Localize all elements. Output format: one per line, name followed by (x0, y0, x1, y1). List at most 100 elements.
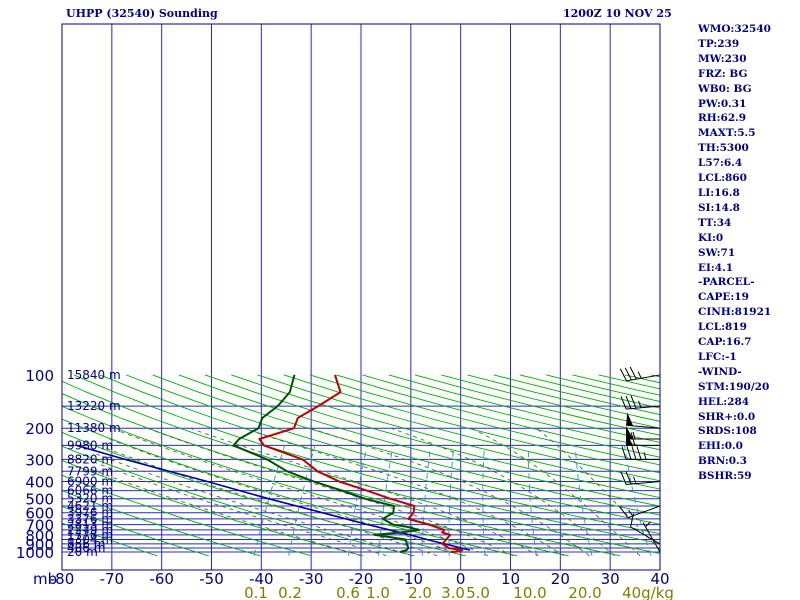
plot-frame (61, 23, 661, 571)
mixing-ratio-line (527, 445, 538, 556)
mixing-ratio-line (348, 445, 368, 556)
dry-adiabat (152, 374, 660, 516)
pressure-tick-label: 700 (25, 517, 54, 535)
moist-adiabat (84, 466, 362, 557)
wind-barb-half-flag (645, 521, 651, 528)
index-item: LCL:819 (698, 321, 747, 334)
wind-barbs (619, 366, 661, 553)
wind-barb-flag (630, 395, 637, 409)
dry-adiabat (362, 374, 660, 451)
temperature-tick-label: -10 (399, 570, 424, 588)
wind-barb-flag (630, 432, 636, 446)
height-label: 6900 m (67, 475, 113, 489)
dry-adiabat (62, 431, 466, 557)
moist-adiabat (471, 427, 641, 557)
height-label: 1778 m (67, 528, 113, 542)
index-item: WB0: BG (698, 82, 752, 95)
dry-adiabat (126, 374, 660, 525)
wind-barb (630, 513, 661, 545)
wind-barb (642, 521, 661, 553)
wind-barb (621, 446, 660, 460)
dry-adiabat (62, 418, 518, 557)
height-label: 13220 m (67, 399, 121, 413)
index-item: -WIND- (698, 365, 742, 378)
wind-barb-half-flag (643, 452, 647, 460)
index-item: BRN:0.3 (698, 455, 747, 468)
temperature-profile (258, 374, 464, 553)
temperature-tick-label: -70 (100, 570, 125, 588)
dry-adiabat (62, 474, 312, 557)
index-item: WMO:32540 (698, 23, 771, 35)
moist-adiabats (84, 427, 660, 557)
height-label: 8820 m (67, 452, 113, 466)
moist-adiabat (535, 427, 660, 551)
mixing-ratio-lines (253, 445, 652, 556)
wind-barb (620, 395, 661, 410)
temperature-tick-label: 20 (551, 570, 570, 588)
moist-adiabat (109, 438, 463, 557)
index-item: CINH:81921 (698, 306, 772, 319)
wind-barb-flag (621, 446, 627, 460)
index-item: HEL:284 (698, 395, 750, 408)
wind-barb-staff (626, 405, 661, 410)
pressure-tick-label: 600 (25, 505, 54, 523)
plot-area (62, 374, 660, 557)
index-item: CAP:16.7 (698, 336, 752, 349)
wind-barb (626, 412, 661, 429)
temperature-line (258, 374, 464, 553)
mixing-ratio-line (624, 445, 652, 556)
index-item: LFC:-1 (698, 350, 737, 363)
dry-adiabat (62, 405, 569, 557)
pressure-tick-label: 200 (25, 420, 54, 438)
mixing-ratio-line (482, 445, 486, 556)
mixing-ratio-labels: 0.1 0.2 0.6 1.0 2.0 3.0 5.0 10.0 20.0 40g/kg (244, 584, 674, 600)
dry-adiabat (99, 374, 660, 535)
mixing-ratio-line (574, 445, 593, 556)
index-item: MAXT:5.5 (698, 127, 756, 140)
pressure-tick-label: 500 (25, 491, 54, 509)
index-item: MW:230 (698, 52, 747, 65)
pressure-tick-label: 800 (25, 527, 54, 545)
index-item: PW:0.31 (698, 97, 747, 110)
height-label: 856 m (67, 537, 105, 551)
mixing-ratio-line (253, 445, 286, 556)
height-label: 2279 m (67, 523, 113, 537)
index-item: TP:239 (698, 37, 740, 50)
temperature-tick-label: -20 (349, 570, 374, 588)
temperature-tick-label: -50 (199, 570, 224, 588)
temperature-tick-label: 40 (650, 570, 669, 588)
index-item: CAPE:19 (698, 291, 749, 304)
index-item: EI:4.1 (698, 261, 734, 274)
wind-barb-staff (630, 526, 661, 545)
height-label: 6066 m (67, 484, 113, 498)
height-label: 3976 m (67, 506, 113, 520)
height-label: 7799 m (67, 464, 113, 478)
dry-adiabat (204, 374, 660, 499)
height-label: 4621 m (67, 499, 113, 513)
dry-adiabat (62, 522, 158, 557)
index-item: SRDS:108 (698, 425, 757, 438)
mixing-ratio-label: 20.0 (568, 584, 601, 600)
wind-barb-staff (642, 522, 661, 553)
index-item: LI:16.8 (698, 186, 740, 199)
dry-adiabat (62, 459, 364, 557)
wind-barb-staff (626, 374, 661, 382)
mixing-ratio-label: 5.0 (466, 584, 490, 600)
height-label: 9980 m (67, 438, 113, 452)
index-item: SHR+:0.0 (698, 410, 756, 423)
mixing-ratio-label: 0.6 (336, 584, 360, 600)
wind-barb-flag (629, 366, 637, 380)
temperature-tick-label: 10 (501, 570, 520, 588)
pressure-tick-label: 300 (25, 451, 54, 469)
moist-adiabat (390, 427, 615, 557)
wind-barb-flag (626, 446, 632, 460)
dry-adiabat (336, 374, 660, 458)
dry-adiabat (231, 374, 660, 490)
temperature-axis-prefix: mb (33, 570, 57, 588)
wind-barb-staff (626, 424, 661, 429)
wind-barb-flag (620, 396, 627, 410)
height-label: 2813 m (67, 518, 113, 532)
temperature-tick-label: -80 (50, 570, 75, 588)
